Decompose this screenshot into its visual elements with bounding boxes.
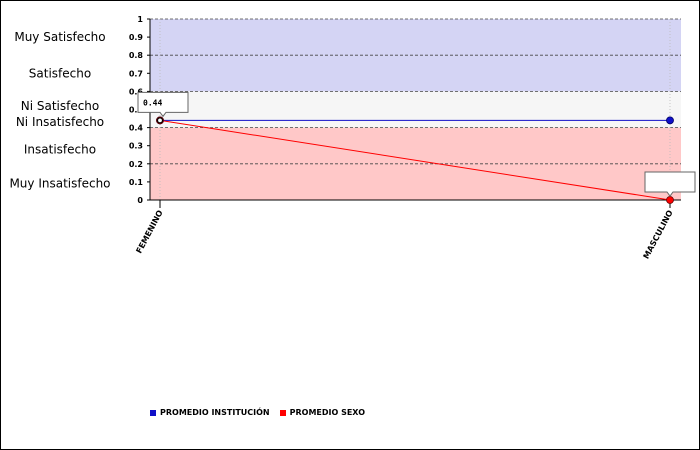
legend-item-sexo[interactable]: PROMEDIO SEXO [279, 408, 365, 417]
band-label-3: Ni Insatisfecho [16, 115, 104, 129]
y-tick-label-3: 0.3 [129, 142, 143, 151]
y-tick-label-0: 0 [137, 196, 143, 205]
x-category-label-1: MASCULINO [642, 209, 675, 261]
band-label-1: Satisfecho [29, 66, 91, 80]
x-category-label-0: FEMENINO [135, 209, 165, 255]
tooltip-box-1 [644, 171, 696, 197]
y-tick-label-1: 0.1 [129, 178, 144, 187]
tooltip-box-0 [137, 91, 189, 118]
y-tick-label-9: 0.9 [129, 33, 144, 42]
legend-label-institucion: PROMEDIO INSTITUCIÓN [160, 408, 270, 417]
legend-swatch-sexo [279, 409, 286, 416]
band-label-4: Insatisfecho [24, 142, 96, 156]
series-1-point-1[interactable] [666, 196, 674, 204]
legend-swatch-institucion [150, 409, 156, 416]
band-label-5: Muy Insatisfecho [9, 177, 110, 191]
legend-item-institucion[interactable]: PROMEDIO INSTITUCIÓN [150, 408, 270, 417]
tooltip-text-0: 0.44 [143, 98, 162, 107]
y-tick-label-8: 0.8 [129, 51, 144, 60]
y-tick-label-7: 0.7 [129, 69, 143, 78]
y-tick-label-10: 1 [137, 15, 143, 24]
y-tick-label-5: 0.5 [129, 106, 144, 115]
band-label-0: Muy Satisfecho [14, 30, 105, 44]
series-0-point-1[interactable] [666, 116, 674, 125]
legend-label-sexo: PROMEDIO SEXO [289, 408, 365, 417]
band-label-2: Ni Satisfecho [21, 99, 100, 113]
background-band-1 [150, 91, 681, 128]
y-tick-label-6: 0.6 [129, 87, 144, 96]
y-tick-label-4: 0.4 [129, 124, 144, 133]
highlight-point-femenino[interactable] [156, 117, 164, 124]
legend: PROMEDIO INSTITUCIÓN PROMEDIO SEXO [150, 408, 365, 417]
y-tick-label-2: 0.2 [129, 160, 143, 169]
series-line-1 [159, 119, 671, 201]
